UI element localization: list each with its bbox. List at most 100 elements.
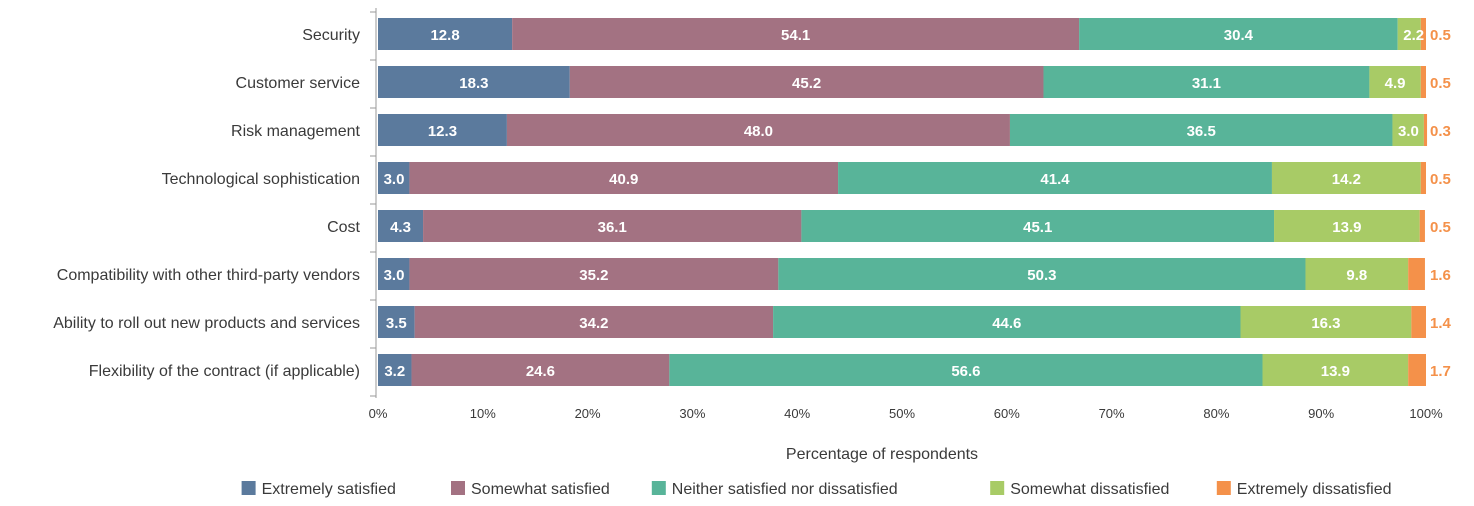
bar-segment [378,354,412,386]
data-label: 12.8 [430,27,459,44]
legend-swatch [451,481,465,495]
bar-segment [1423,114,1428,146]
data-label: 30.4 [1224,27,1254,44]
legend-label: Somewhat satisfied [471,481,610,498]
bar-segment [1009,114,1393,146]
bar-segment [1271,162,1421,194]
data-label: 14.2 [1332,171,1361,188]
tick-labels: 0% 10% 20% 30% 40% 50% 60% 70% 80% 90% 100% [369,406,1443,421]
data-label: 3.0 [384,171,405,188]
x-tick-label: 70% [1099,406,1125,421]
category-label: Cost [327,219,360,236]
bar-segment [1305,258,1409,290]
data-label: 50.3 [1027,267,1056,284]
bar-segment [378,18,513,50]
data-label: 36.1 [598,219,627,236]
data-label: 40.9 [609,171,638,188]
data-label: 31.1 [1192,75,1221,92]
data-label: 36.5 [1187,123,1216,140]
data-label: 1.4 [1430,315,1452,332]
x-tick-label: 90% [1308,406,1334,421]
bar-segment [409,258,779,290]
bar-segment [801,210,1275,242]
legend-label: Neither satisfied nor dissatisfied [672,481,898,498]
category-label: Flexibility of the contract (if applicab… [89,363,360,380]
bar-segment [1420,18,1426,50]
data-label: 0.5 [1430,75,1451,92]
legend-swatch [1216,481,1231,495]
x-tick-label: 20% [575,406,601,421]
bar-segment [411,354,670,386]
data-label: 3.5 [386,315,407,332]
x-tick-label: 0% [369,406,388,421]
bar-segment [1408,258,1425,290]
legend-label: Extremely dissatisfied [1237,481,1392,498]
category-label: Risk management [231,123,361,140]
data-label: 41.4 [1040,171,1070,188]
bar-segment [378,258,410,290]
data-label: 35.2 [579,267,608,284]
data-label: 3.0 [384,267,405,284]
x-tick-label: 80% [1203,406,1229,421]
x-tick-label: 60% [994,406,1020,421]
category-label: Ability to roll out new products and ser… [53,315,360,332]
data-label: 3.0 [1398,123,1419,140]
legend-swatch [651,481,666,495]
bar-segment [378,306,415,338]
bar-segment [569,66,1044,98]
category-label: Compatibility with other third-party ven… [57,267,360,284]
bar-segment [378,210,424,242]
data-label: 13.9 [1332,219,1361,236]
bar-segment [1079,18,1398,50]
bar-segment [512,18,1080,50]
data-label: 45.1 [1023,219,1052,236]
bar-segment [414,306,774,338]
data-label: 56.6 [951,363,980,380]
data-label: 4.9 [1385,75,1406,92]
x-tick-label: 10% [470,406,496,421]
legend-swatch [990,481,1005,495]
bar-segment [838,162,1272,194]
data-label: 45.2 [792,75,821,92]
x-tick-label: 40% [784,406,810,421]
data-label: 44.6 [992,315,1021,332]
data-label: 0.3 [1430,123,1451,140]
x-axis-title: Percentage of respondents [786,446,978,463]
category-label: Technological sophistication [162,171,360,188]
legend-swatch [241,481,256,495]
category-label: Customer service [236,75,361,92]
data-label: 13.9 [1321,363,1350,380]
bar-segment [1420,162,1426,194]
bar-segment [378,66,570,98]
bar-segment [1392,114,1424,146]
data-label: 24.6 [526,363,555,380]
x-tick-label: 50% [889,406,915,421]
bar-segment [1274,210,1420,242]
x-tick-label: 30% [679,406,705,421]
bar-segment [423,210,802,242]
bar-segment [378,162,410,194]
data-label: 12.3 [428,123,457,140]
data-label: 48.0 [744,123,773,140]
bar-segment [1408,354,1426,386]
bar-segment [1419,210,1425,242]
x-tick-label: 100% [1409,406,1443,421]
bar-segment [1420,66,1426,98]
category-labels: Security Customer service Risk management T… [53,27,360,380]
data-label: 2.2 [1403,27,1424,44]
bar-segment [669,354,1263,386]
data-label: 4.3 [390,219,411,236]
bar-segment [409,162,839,194]
legend-label: Somewhat dissatisfied [1010,481,1169,498]
data-label: 9.8 [1346,267,1367,284]
data-label: 18.3 [459,75,488,92]
data-label: 54.1 [781,27,810,44]
bar-segment [378,114,507,146]
bars [378,18,1428,386]
bar-segment [778,258,1306,290]
data-label: 16.3 [1311,315,1340,332]
bar-segment [1043,66,1370,98]
bar-segment [773,306,1241,338]
